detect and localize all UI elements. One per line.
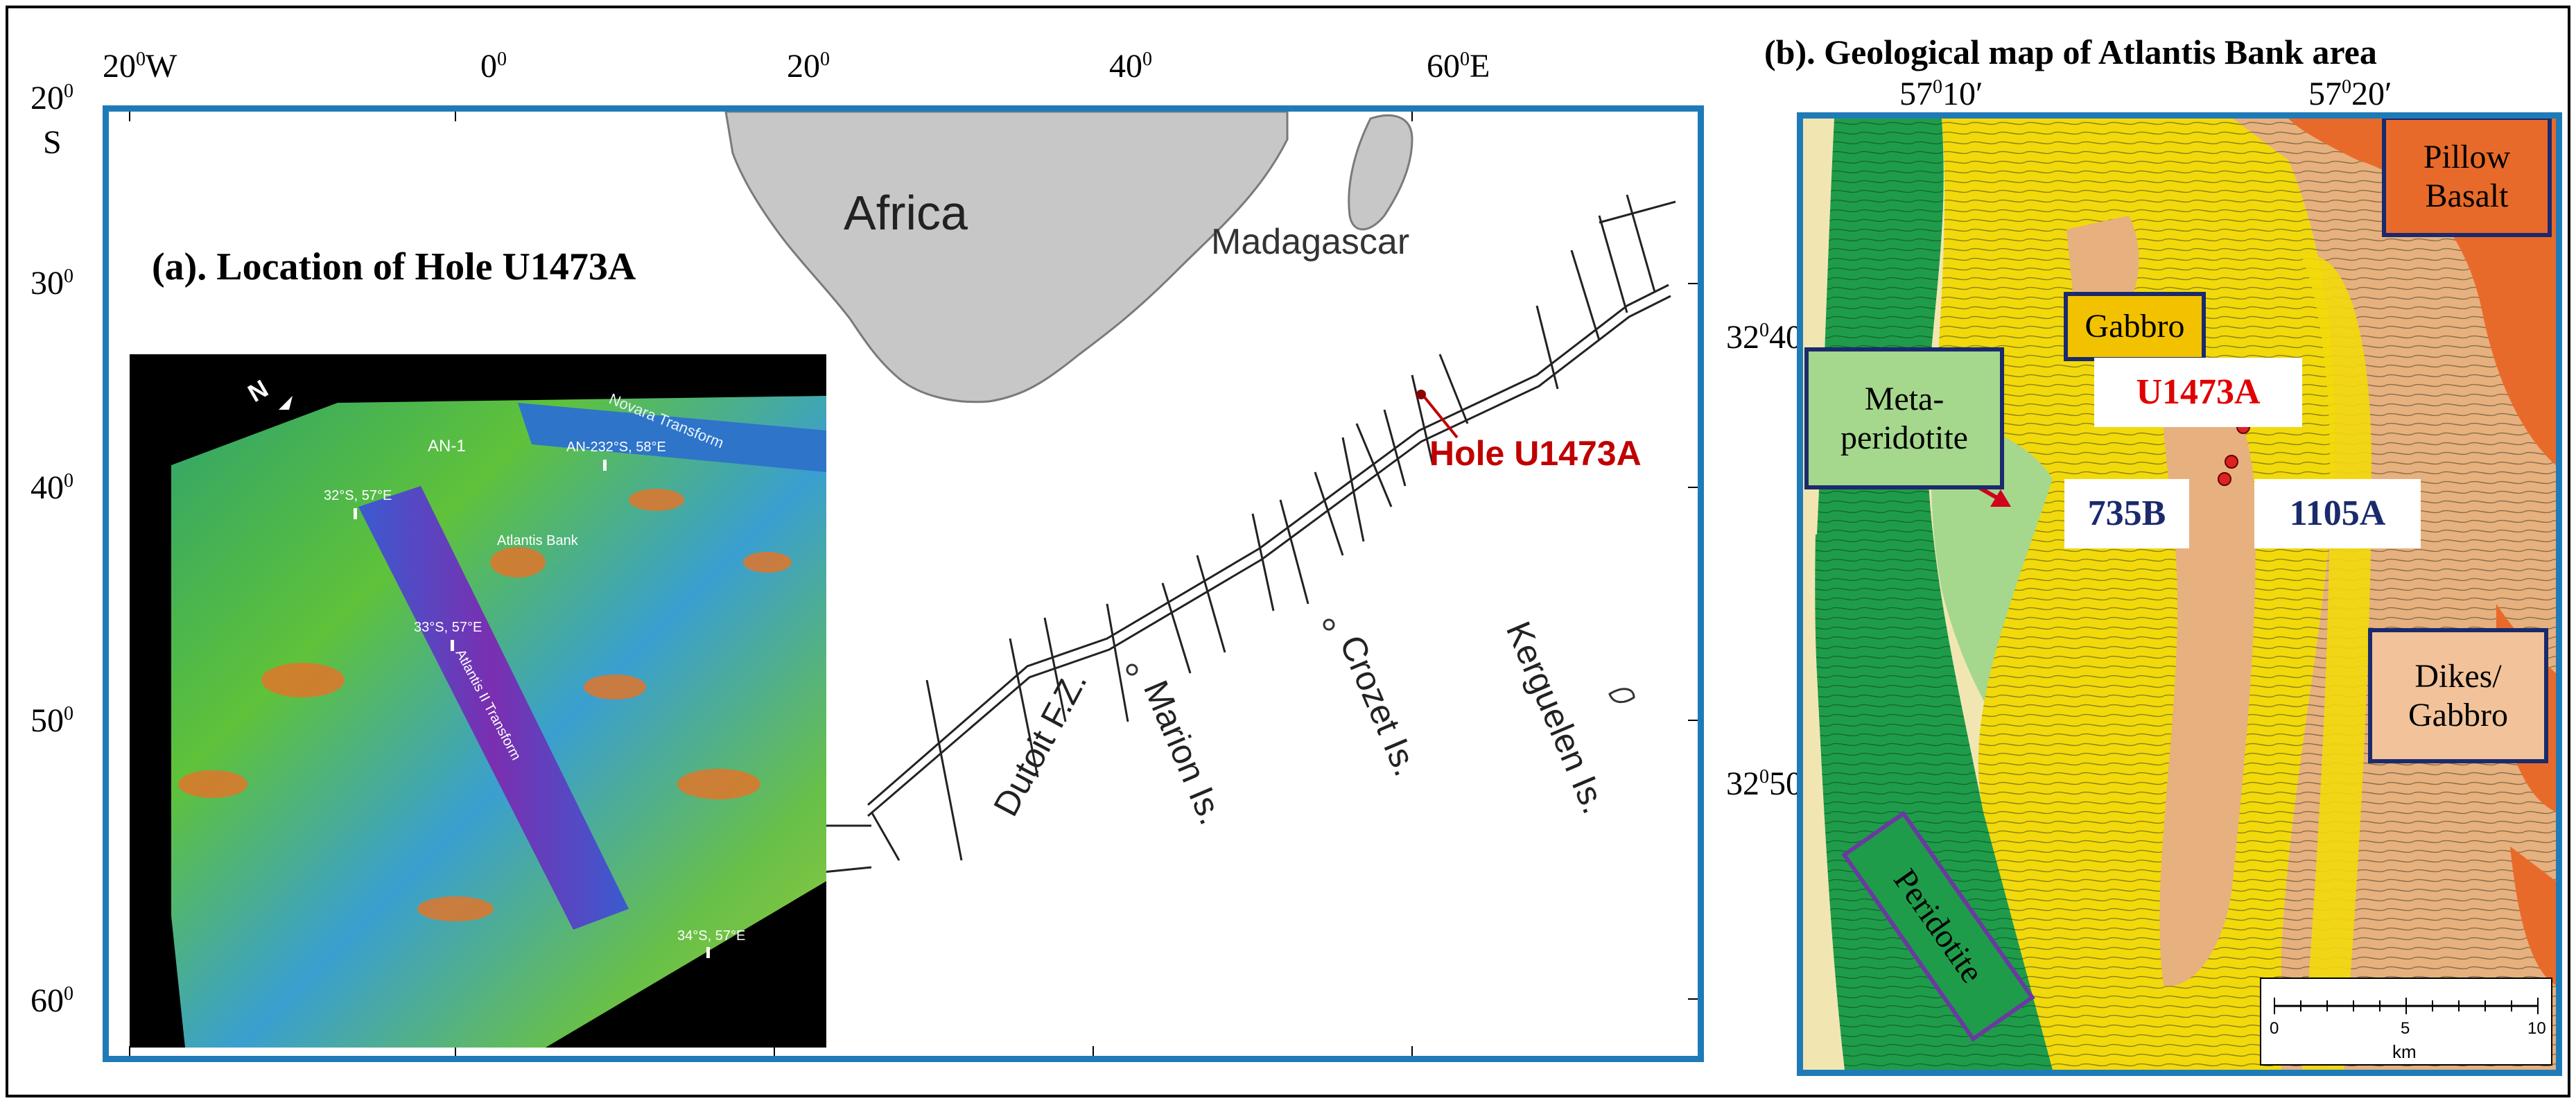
meta-peridotite-arrowhead (1990, 489, 2011, 507)
hole-735b-dot (2218, 472, 2231, 486)
panel-a-map-frame: Africa Madagascar (103, 105, 1704, 1062)
lon-label-20w: 200W (103, 48, 177, 85)
hole-1105a-dot (2225, 455, 2238, 469)
panel-a-title: (a). Location of Hole U1473A (152, 245, 636, 288)
lat34-label: 34°S, 57°E (677, 928, 745, 944)
hole-u1473a-label: Hole U1473A (1429, 434, 1642, 473)
scale-bar: 0 5 10 km (2260, 978, 2552, 1066)
hole-u1473a-leader (1423, 396, 1459, 439)
figure-border (6, 6, 2570, 1097)
gabbro-label: Gabbro (2064, 292, 2206, 361)
lon-label-20: 200 (787, 48, 830, 85)
lat-label-50: 500 (31, 702, 73, 739)
madagascar-label: Madagascar (1211, 222, 1409, 262)
lon-label-57-20: 57020′ (2308, 76, 2392, 112)
an232-label: AN-232°S, 58°E (566, 440, 666, 455)
dikes-gabbro-label: Dikes/ Gabbro (2368, 628, 2548, 763)
lat-label-s: S (43, 124, 62, 161)
scale-unit: km (2392, 1041, 2417, 1062)
lat33-label: 33°S, 57°E (414, 620, 482, 635)
lat-label-30: 300 (31, 265, 73, 302)
scale-tick-5: 5 (2401, 1019, 2410, 1038)
lon-label-57-10: 57010′ (1899, 76, 1983, 112)
marion-island-marker (1126, 663, 1138, 676)
africa-landmass (724, 112, 1289, 403)
scale-tick-10: 10 (2527, 1019, 2546, 1038)
panel-b-title: (b). Geological map of Atlantis Bank are… (1764, 33, 2377, 71)
pillow-basalt-label: Pillow Basalt (2382, 119, 2552, 237)
u1473a-map-label: U1473A (2094, 358, 2302, 427)
north-arrow-icon (279, 396, 293, 410)
crozet-island-label: Crozet Is. (1332, 629, 1426, 781)
735b-map-label: 735B (2064, 479, 2189, 548)
panel-b-map-frame: 0 5 10 km Pillow Basalt Gabbro Meta-peri… (1797, 112, 2562, 1076)
meta-peridotite-label: Meta-peridotite (1804, 347, 2004, 489)
crozet-island-marker (1323, 618, 1335, 631)
lon-label-60e: 600E (1427, 48, 1490, 85)
bathymetry-inset: N Novara Transform AN-1 AN-232°S, 58°E 3… (130, 354, 826, 1048)
panel-a-map: Africa Madagascar (129, 112, 1698, 1056)
lat-label-40: 400 (31, 469, 73, 506)
madagascar-landmass (1348, 114, 1413, 231)
1105a-map-label: 1105A (2254, 479, 2421, 548)
pillow-basalt-southeast (2510, 846, 2556, 985)
geologic-map: 0 5 10 km (1803, 119, 2556, 1070)
marion-island-label: Marion Is. (1136, 675, 1231, 830)
gabbro-strip (2302, 256, 2372, 1070)
kerguelen-island-label: Kerguelen Is. (1499, 616, 1615, 819)
lat-label-20: 200 (31, 80, 73, 116)
lon-label-40: 400 (1109, 48, 1152, 85)
lat32-label: 32°S, 57°E (324, 488, 392, 503)
atlantis-bank-inset-label: Atlantis Bank (497, 533, 579, 548)
lat-label-60: 600 (31, 982, 73, 1019)
africa-label: Africa (844, 186, 968, 240)
sw-indian-ridge (801, 194, 1676, 876)
scale-tick-0: 0 (2270, 1019, 2279, 1038)
hole-u1473a-marker (1416, 390, 1426, 399)
an1-label: AN-1 (428, 437, 466, 455)
kerguelen-island-marker (1608, 688, 1635, 704)
lon-label-0: 00 (480, 48, 507, 85)
